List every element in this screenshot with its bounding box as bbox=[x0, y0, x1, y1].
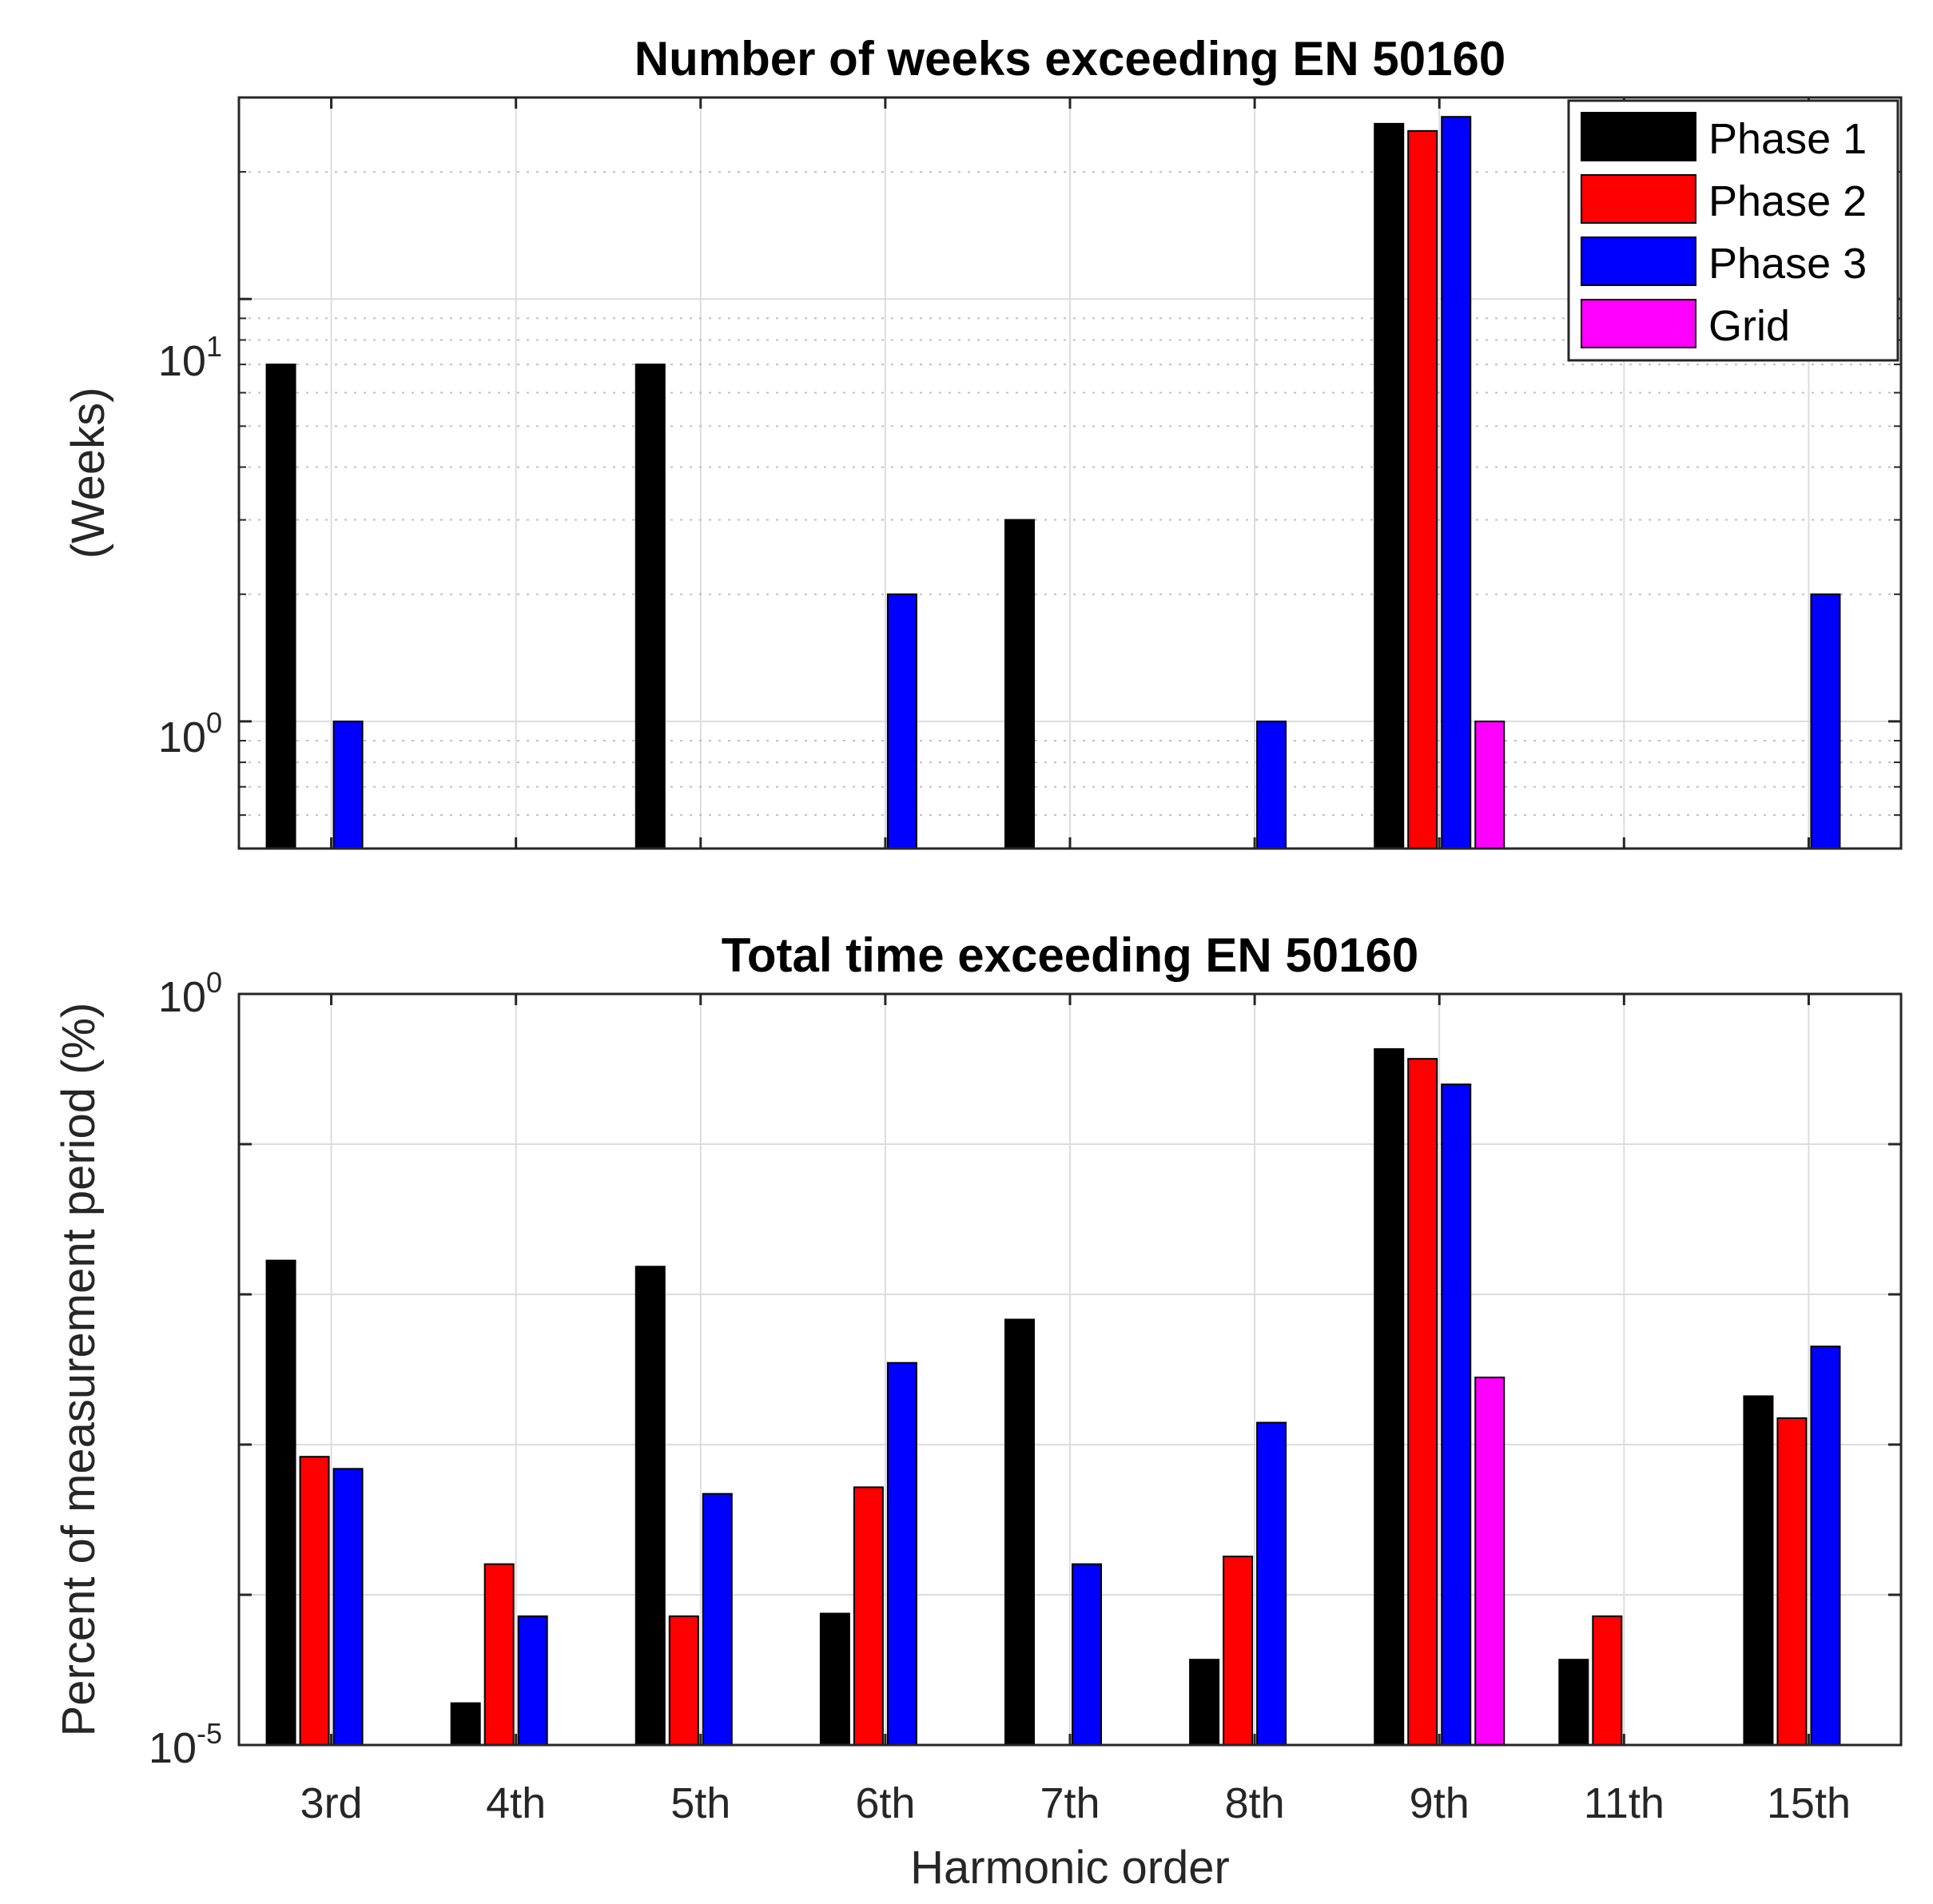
time-bar-phase-3-9th bbox=[1441, 1083, 1472, 1746]
time-bar-phase-1-4th bbox=[450, 1702, 481, 1746]
legend-swatch-grid bbox=[1581, 299, 1696, 348]
weeks-bar-phase-2-9th bbox=[1407, 129, 1438, 850]
weeks-grid bbox=[239, 97, 1901, 849]
time-axes-box bbox=[237, 992, 1903, 1747]
time-bar-phase-2-15th bbox=[1776, 1417, 1808, 1747]
time-bar-phase-1-3rd bbox=[265, 1259, 296, 1746]
time-bar-phase-2-5th bbox=[668, 1615, 699, 1747]
time-bar-phase-2-4th bbox=[483, 1563, 515, 1747]
time-y-tick-low: 10-5 bbox=[149, 1717, 222, 1772]
time-chart: 3rd 4th 5th 6th 7th 8th 9th 11th 15th Total time… bbox=[53, 928, 1903, 1894]
time-bar-phase-1-8th bbox=[1189, 1659, 1220, 1746]
legend-swatch-phase-1 bbox=[1581, 112, 1696, 161]
time-ticks: 3rd 4th 5th 6th 7th 8th 9th 11th 15th bbox=[239, 992, 1901, 1827]
time-bar-phase-2-6th bbox=[853, 1486, 884, 1746]
x-tick-label-5th: 5th bbox=[670, 1779, 730, 1827]
time-bar-phase-1-7th bbox=[1004, 1318, 1035, 1746]
time-bar-phase-3-8th bbox=[1256, 1421, 1287, 1747]
x-tick-label-7th: 7th bbox=[1040, 1779, 1100, 1827]
weeks-chart: Number of weeks exceeding EN 50160 (Week… bbox=[62, 32, 1903, 850]
weeks-bar-phase-1-5th bbox=[634, 364, 666, 850]
time-y-tick-high: 100 bbox=[158, 966, 222, 1021]
x-tick-label-11th: 11th bbox=[1584, 1779, 1665, 1827]
legend: Phase 1 Phase 2 Phase 3 Grid bbox=[1567, 99, 1899, 362]
weeks-axes-box bbox=[237, 96, 1903, 850]
weeks-bar-phase-3-6th bbox=[886, 593, 917, 850]
x-axis-label: Harmonic order bbox=[910, 1842, 1230, 1894]
time-bar-phase-2-3rd bbox=[299, 1456, 330, 1747]
x-tick-label-4th: 4th bbox=[486, 1779, 546, 1827]
time-bar-phase-1-5th bbox=[634, 1266, 666, 1746]
time-bar-phase-1-9th bbox=[1374, 1047, 1405, 1746]
time-bar-grid-9th bbox=[1474, 1376, 1505, 1747]
time-bar-phase-3-15th bbox=[1810, 1346, 1841, 1746]
legend-swatch-phase-3 bbox=[1581, 237, 1696, 286]
time-bar-phase-3-5th bbox=[702, 1493, 733, 1747]
time-bar-phase-1-15th bbox=[1743, 1395, 1774, 1746]
weeks-y-axis-label: (Weeks) bbox=[62, 388, 114, 559]
weeks-bar-phase-1-3rd bbox=[265, 364, 296, 850]
legend-swatch-phase-2 bbox=[1581, 174, 1696, 224]
x-tick-label-9th: 9th bbox=[1410, 1779, 1470, 1827]
time-bar-phase-2-9th bbox=[1407, 1058, 1438, 1746]
time-bar-phase-3-6th bbox=[886, 1361, 917, 1746]
weeks-bar-phase-3-3rd bbox=[332, 720, 364, 850]
time-y-axis-label: Percent of measurement period (%) bbox=[53, 1003, 105, 1737]
time-bar-phase-3-4th bbox=[517, 1615, 548, 1747]
time-bar-phase-3-7th bbox=[1072, 1563, 1102, 1747]
weeks-bar-grid-9th bbox=[1474, 720, 1505, 850]
time-bar-phase-2-11th bbox=[1592, 1615, 1623, 1747]
time-bar-phase-1-6th bbox=[819, 1612, 850, 1747]
weeks-bar-phase-3-8th bbox=[1256, 720, 1287, 850]
time-bar-phase-2-8th bbox=[1223, 1556, 1254, 1747]
legend-label-phase-2: Phase 2 bbox=[1708, 177, 1867, 225]
weeks-y-tick-1: 100 bbox=[158, 706, 222, 761]
legend-label-grid: Grid bbox=[1708, 302, 1790, 350]
weeks-bar-phase-1-9th bbox=[1374, 122, 1405, 849]
time-bars bbox=[265, 1047, 1841, 1747]
legend-label-phase-1: Phase 1 bbox=[1708, 115, 1867, 163]
time-bar-phase-3-3rd bbox=[332, 1468, 364, 1747]
x-tick-label-3rd: 3rd bbox=[300, 1779, 363, 1827]
weeks-chart-title: Number of weeks exceeding EN 50160 bbox=[634, 32, 1506, 85]
x-tick-label-8th: 8th bbox=[1225, 1779, 1285, 1827]
time-chart-title: Total time exceeding EN 50160 bbox=[722, 928, 1419, 982]
time-bar-phase-1-11th bbox=[1558, 1659, 1589, 1746]
weeks-bar-phase-3-9th bbox=[1441, 116, 1472, 849]
x-tick-label-6th: 6th bbox=[855, 1779, 915, 1827]
x-tick-label-15th: 15th bbox=[1767, 1779, 1851, 1827]
legend-label-phase-3: Phase 3 bbox=[1708, 240, 1867, 288]
weeks-bars bbox=[265, 116, 1841, 850]
weeks-y-tick-10: 101 bbox=[158, 330, 222, 385]
weeks-bar-phase-3-15th bbox=[1810, 593, 1841, 850]
weeks-bar-phase-1-7th bbox=[1004, 519, 1035, 849]
